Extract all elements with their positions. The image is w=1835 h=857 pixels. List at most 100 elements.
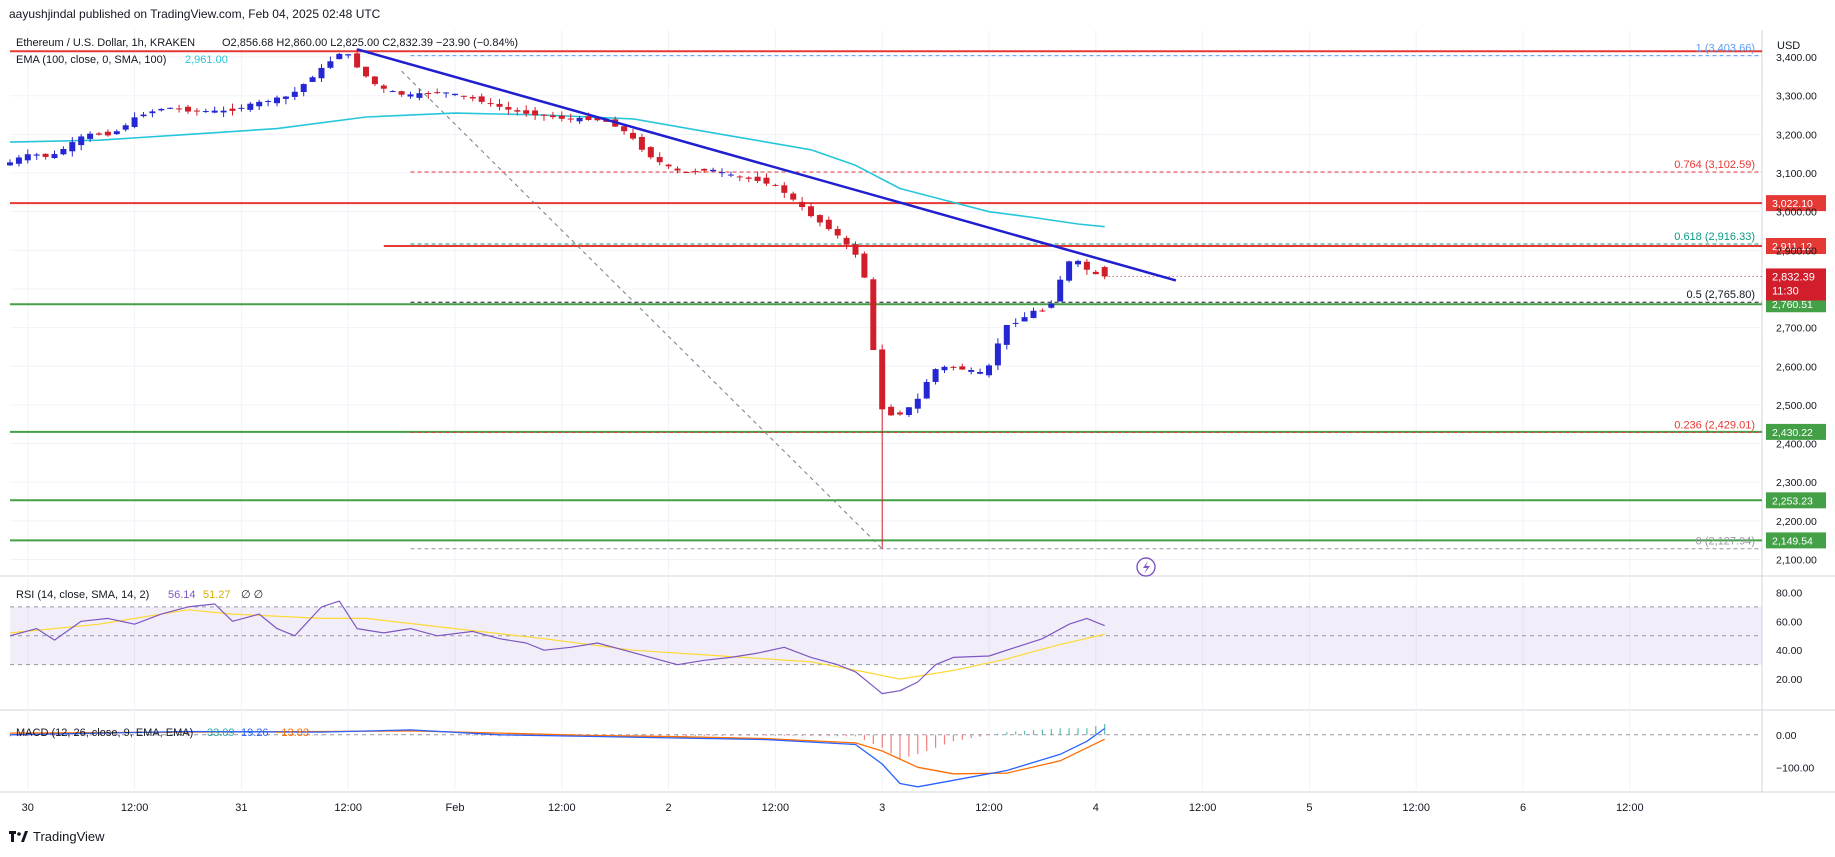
rsi-legend-extra: ∅ ∅ bbox=[241, 589, 263, 601]
candle-body bbox=[300, 84, 307, 93]
candle-body bbox=[42, 153, 49, 157]
ethereum-chart[interactable]: 3,022.10 2,911.12 2,760.51 2,430.22 2,253.23… bbox=[0, 0, 1835, 820]
rsi-legend-label: RSI (14, close, SMA, 14, 2) bbox=[16, 589, 149, 601]
candle-body bbox=[825, 219, 832, 230]
candle-body bbox=[371, 76, 378, 85]
candle-body bbox=[185, 106, 191, 112]
candle-body bbox=[719, 172, 725, 174]
rsi-tick-label: 20.00 bbox=[1776, 674, 1802, 686]
fib-level-label: 0 (2,127.94) bbox=[1696, 536, 1755, 548]
candle-body bbox=[1003, 324, 1010, 345]
fib-level-label: 1 (3,403.66) bbox=[1696, 43, 1755, 55]
ohlc-values: O2,856.68 H2,860.00 L2,825.00 C2,832.39 … bbox=[222, 37, 518, 49]
level-tag-support bbox=[1766, 532, 1826, 549]
price-tick-label: 3,400.00 bbox=[1776, 52, 1817, 64]
price-tick-label: 2,400.00 bbox=[1776, 439, 1817, 451]
horizontal-levels: 3,022.10 2,911.12 2,760.51 2,430.22 2,253.23… bbox=[10, 50, 1826, 549]
candle-body bbox=[487, 103, 494, 105]
fib-level-label: 0.764 (3,102.59) bbox=[1674, 159, 1755, 171]
candle-body bbox=[452, 93, 458, 96]
candle-body bbox=[167, 107, 174, 109]
grid-lines bbox=[0, 30, 1835, 793]
ema-legend-label: EMA (100, close, 0, SMA, 100) bbox=[16, 54, 166, 66]
candle-body bbox=[1021, 317, 1028, 322]
candle-body bbox=[852, 244, 859, 255]
time-tick-label: 30 bbox=[22, 802, 34, 814]
fibonacci-retracement: 1 (3,403.66) 0.764 (3,102.59) 0.618 (2,916… bbox=[401, 43, 1762, 550]
candle-body bbox=[345, 54, 352, 56]
time-tick-label: 12:00 bbox=[1402, 802, 1430, 814]
time-tick-label: 12:00 bbox=[762, 802, 790, 814]
candle-body bbox=[1057, 279, 1064, 302]
macd-line bbox=[9, 727, 1106, 788]
candle-body bbox=[585, 116, 592, 120]
candle-body bbox=[549, 115, 556, 118]
candle-body bbox=[1092, 271, 1099, 275]
candle-body bbox=[87, 133, 94, 139]
time-tick-label: Feb bbox=[446, 802, 465, 814]
candle-body bbox=[354, 53, 361, 68]
candle-body bbox=[193, 110, 200, 112]
candle-body bbox=[505, 107, 512, 110]
price-axis: 2,100.00 2,200.00 2,300.00 2,400.00 2,500.00… bbox=[1776, 52, 1817, 774]
fib-level-label: 0.236 (2,429.01) bbox=[1674, 419, 1755, 431]
candle-body bbox=[630, 132, 636, 139]
candle-body bbox=[790, 193, 797, 200]
candle-countdown: 11:30 bbox=[1772, 285, 1799, 297]
candle-body bbox=[567, 118, 574, 120]
macd-tick-label: 0.00 bbox=[1776, 730, 1797, 742]
macd-legend: MACD (12, 26, close, 9, EMA, EMA) 33.09 … bbox=[16, 727, 309, 739]
level-tag-support bbox=[1766, 423, 1826, 440]
price-tick-label: 2,200.00 bbox=[1776, 516, 1817, 528]
candle-body bbox=[113, 131, 120, 135]
rsi-band bbox=[10, 606, 1762, 736]
candle-body bbox=[416, 93, 423, 98]
candle-body bbox=[122, 125, 129, 130]
macd-hist-value: 33.09 bbox=[207, 727, 235, 739]
candle-body bbox=[265, 101, 272, 103]
rsi-line bbox=[9, 600, 1105, 695]
candle-body bbox=[834, 228, 841, 236]
candle-body bbox=[674, 168, 681, 171]
macd-line-value: 19.26 bbox=[241, 727, 269, 739]
candle-body bbox=[238, 107, 245, 109]
time-tick-label: 3 bbox=[879, 802, 885, 814]
flash-icon[interactable] bbox=[1136, 557, 1156, 577]
candle-body bbox=[434, 92, 441, 94]
candle-body bbox=[532, 110, 539, 116]
ema-line bbox=[9, 112, 1105, 228]
time-tick-label: 12:00 bbox=[121, 802, 149, 814]
candle-body bbox=[336, 53, 343, 60]
candle-body bbox=[594, 117, 601, 121]
candle-body bbox=[914, 398, 921, 409]
candle-body bbox=[950, 366, 957, 368]
macd-signal-value: −13.83 bbox=[275, 727, 309, 739]
candle-body bbox=[514, 110, 521, 112]
time-tick-label: 12:00 bbox=[548, 802, 576, 814]
candle-body bbox=[229, 108, 236, 111]
level-tag-resistance bbox=[1766, 238, 1826, 255]
candle-body bbox=[1083, 261, 1090, 270]
macd-tick-label: −100.00 bbox=[1776, 762, 1814, 774]
candle-body bbox=[60, 148, 67, 155]
currency-label: USD bbox=[1777, 40, 1800, 52]
fib-level-label: 0.5 (2,765.80) bbox=[1687, 289, 1756, 301]
candle-body bbox=[211, 110, 218, 113]
candle-body bbox=[727, 174, 734, 176]
candle-body bbox=[176, 108, 183, 110]
descending-trendline bbox=[356, 48, 1177, 282]
candle-body bbox=[1030, 310, 1037, 319]
rsi-legend-value: 56.14 bbox=[168, 589, 196, 601]
candle-body bbox=[994, 343, 1001, 366]
price-tick-label: 2,600.00 bbox=[1776, 361, 1817, 373]
time-tick-label: 5 bbox=[1306, 802, 1312, 814]
candle-body bbox=[576, 117, 583, 122]
publisher-credit: aayushjindal published on TradingView.co… bbox=[9, 7, 381, 21]
level-tag-label: 2,149.54 bbox=[1772, 535, 1813, 547]
time-tick-label: 4 bbox=[1093, 802, 1099, 814]
time-tick-label: 12:00 bbox=[1189, 802, 1217, 814]
candles bbox=[7, 48, 1108, 549]
candle-body bbox=[15, 157, 22, 164]
footer-brand[interactable]: TradingView bbox=[9, 829, 105, 844]
candle-body bbox=[78, 136, 85, 146]
